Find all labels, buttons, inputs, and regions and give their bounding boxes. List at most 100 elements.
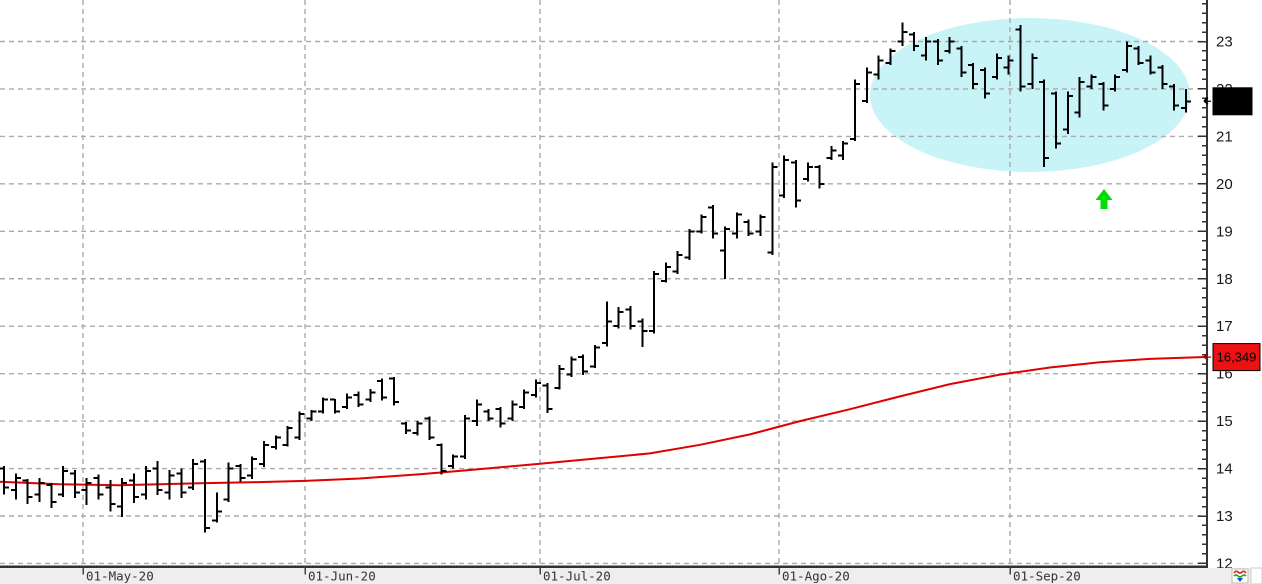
time-axis-bar [0, 568, 1262, 584]
x-axis-label: 01-May-20 [86, 569, 154, 584]
ohlc-bar [578, 354, 589, 376]
ohlc-bar [885, 48, 896, 66]
ohlc-bar [412, 421, 423, 436]
ohlc-bar [1098, 81, 1109, 111]
ohlc-bar [69, 469, 80, 498]
ohlc-bar [1039, 79, 1050, 168]
ohlc-bar [270, 435, 281, 450]
ohlc-bar [897, 22, 908, 47]
ohlc-bar [956, 46, 967, 78]
ohlc-bar [637, 318, 648, 348]
ohlc-bar [377, 378, 388, 401]
ohlc-bar [850, 79, 861, 142]
ohlc-bar [164, 469, 175, 500]
ohlc-bar [129, 473, 140, 504]
ohlc-bar [720, 226, 731, 279]
ohlc-bar [672, 251, 683, 275]
ohlc-bar [542, 383, 553, 414]
ohlc-bar [188, 459, 199, 490]
ohlc-bar [1121, 41, 1132, 73]
y-axis-label: 21 [1216, 128, 1233, 145]
ohlc-bar [779, 155, 790, 199]
marker-label: 16,349 [1217, 350, 1257, 365]
ohlc-bar [920, 36, 931, 61]
ohlc-bar [211, 492, 222, 523]
x-axis-label: 01-Sep-20 [1013, 569, 1081, 584]
taskbar-button[interactable] [1250, 567, 1262, 584]
ohlc-bar [566, 356, 577, 377]
ohlc-bar [282, 425, 293, 447]
ohlc-bar [814, 164, 825, 189]
y-axis-label: 14 [1216, 461, 1233, 478]
ohlc-bar [909, 32, 920, 51]
ohlc-bar [247, 456, 258, 479]
x-axis-label: 01-Ago-20 [782, 569, 850, 584]
ohlc-bar [968, 62, 979, 89]
ohlc-bar [10, 473, 21, 500]
ohlc-bar [58, 466, 69, 498]
last-price-marker [1203, 87, 1253, 116]
ohlc-bar [1003, 55, 1014, 75]
ohlc-bar [46, 482, 57, 508]
ohlc-bar [826, 145, 837, 161]
ohlc-bar [944, 36, 955, 54]
ohlc-bar [436, 443, 447, 475]
ohlc-bar [1181, 88, 1191, 113]
y-axis-label: 20 [1216, 176, 1233, 193]
ohlc-bar [81, 478, 92, 506]
ohlc-bar [353, 391, 364, 407]
ohlc-bar [873, 55, 884, 80]
ohlc-bar [613, 307, 624, 329]
ohlc-bar [767, 162, 778, 256]
ohlc-bar [152, 460, 163, 496]
visual-chart-app-icon[interactable] [1231, 568, 1249, 584]
ohlc-bar [199, 459, 210, 533]
ohlc-bar [1133, 46, 1144, 66]
ohlc-bar [448, 454, 459, 469]
ohlc-bar [802, 162, 813, 182]
ohlc-bar [1074, 77, 1085, 118]
ohlc-bar [329, 398, 340, 414]
ohlc-bar [117, 478, 128, 517]
ohlc-bar [861, 67, 872, 104]
ohlc-bar [530, 379, 541, 398]
ohlc-bar [932, 39, 943, 66]
marker-arrow-icon [1203, 96, 1211, 105]
ohlc-bar [649, 271, 660, 334]
ohlc-bar [483, 409, 494, 422]
y-axis-label: 19 [1216, 223, 1233, 240]
ohlc-bar [0, 466, 9, 495]
ohlc-bar [1145, 55, 1156, 75]
ohlc-bar [424, 416, 435, 441]
ohlc-bar [235, 463, 246, 482]
up-arrow-icon [1095, 189, 1113, 209]
ohlc-bar [1110, 74, 1121, 92]
ma-value-marker: 16,349 [1203, 343, 1261, 372]
y-axis-label: 23 [1216, 34, 1233, 51]
ohlc-bar [341, 393, 352, 409]
ohlc-bar [294, 411, 305, 441]
ohlc-bar [105, 479, 116, 512]
axes [0, 0, 1208, 568]
ohlc-bar [790, 160, 801, 208]
ohlc-bar [223, 462, 234, 502]
marker-arrow-icon [1203, 352, 1211, 361]
ohlc-bar [1157, 65, 1168, 89]
ohlc-bar [696, 214, 707, 234]
ohlc-bar [140, 466, 151, 500]
ohlc-bar [176, 468, 187, 498]
ohlc-bar [1015, 24, 1026, 92]
ohlc-bar [259, 441, 270, 468]
ohlc-bar [684, 228, 695, 260]
ohlc-bar [1062, 91, 1073, 135]
y-axis-label: 18 [1216, 271, 1233, 288]
ohlc-bar [601, 301, 612, 347]
ohlc-bar [318, 397, 329, 414]
ohlc-bar [306, 410, 317, 422]
ohlc-bar [660, 262, 671, 283]
ohlc-bar [1169, 84, 1180, 111]
taskbar-icons [1231, 567, 1262, 584]
ohlc-bar [1086, 74, 1097, 89]
ohlc-bar [93, 474, 104, 500]
